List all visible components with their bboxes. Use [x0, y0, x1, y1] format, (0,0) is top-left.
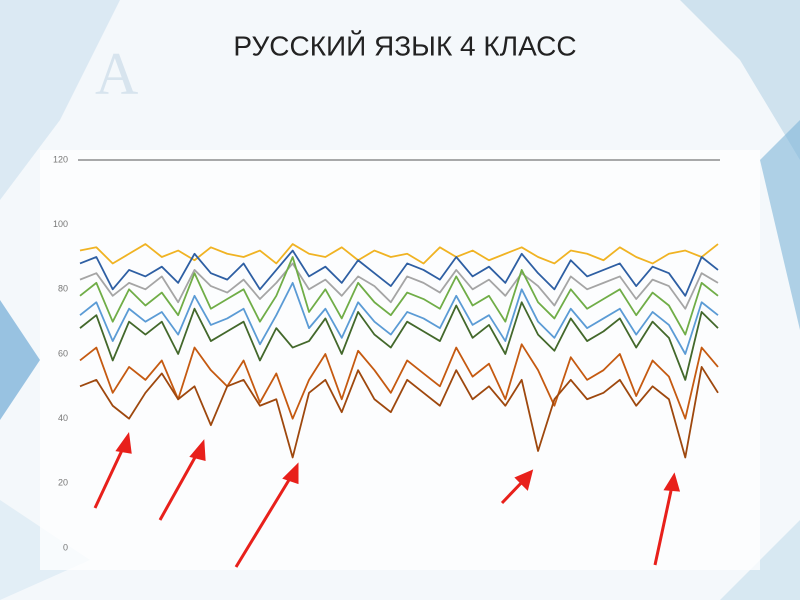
y-tick-label: 120 — [53, 154, 68, 164]
plot-bg — [40, 150, 760, 570]
y-tick-label: 100 — [53, 219, 68, 229]
series-line — [79, 343, 719, 420]
series-line — [79, 243, 719, 265]
series-line — [79, 256, 719, 336]
arrow — [234, 474, 294, 568]
y-tick-label: 60 — [58, 348, 68, 358]
decor — [0, 0, 120, 200]
logo: A — [95, 41, 138, 107]
arrow-head — [282, 462, 299, 485]
arrow — [653, 485, 674, 566]
series-line — [79, 366, 719, 459]
series-line — [79, 249, 719, 297]
y-tick-label: 20 — [58, 478, 68, 488]
arrow — [500, 478, 526, 505]
y-tick-label: 80 — [58, 284, 68, 294]
decor — [0, 300, 40, 420]
series-line — [79, 301, 719, 381]
series-line — [79, 281, 719, 355]
y-tick-label: 40 — [58, 413, 68, 423]
arrow-head — [663, 472, 681, 492]
arrows — [93, 432, 681, 568]
arrow-head — [115, 432, 132, 454]
arrow — [93, 445, 126, 509]
arrow — [158, 451, 200, 521]
decor — [760, 120, 800, 330]
chart-title: РУССКИЙ ЯЗЫК 4 КЛАСС — [233, 30, 576, 61]
arrow-head — [514, 469, 534, 491]
y-tick-label: 0 — [63, 542, 68, 552]
arrow-head — [189, 439, 206, 461]
plot: 0 20 40 60 80 100 120 — [53, 154, 719, 552]
series-line — [79, 262, 719, 310]
decor — [680, 0, 800, 160]
